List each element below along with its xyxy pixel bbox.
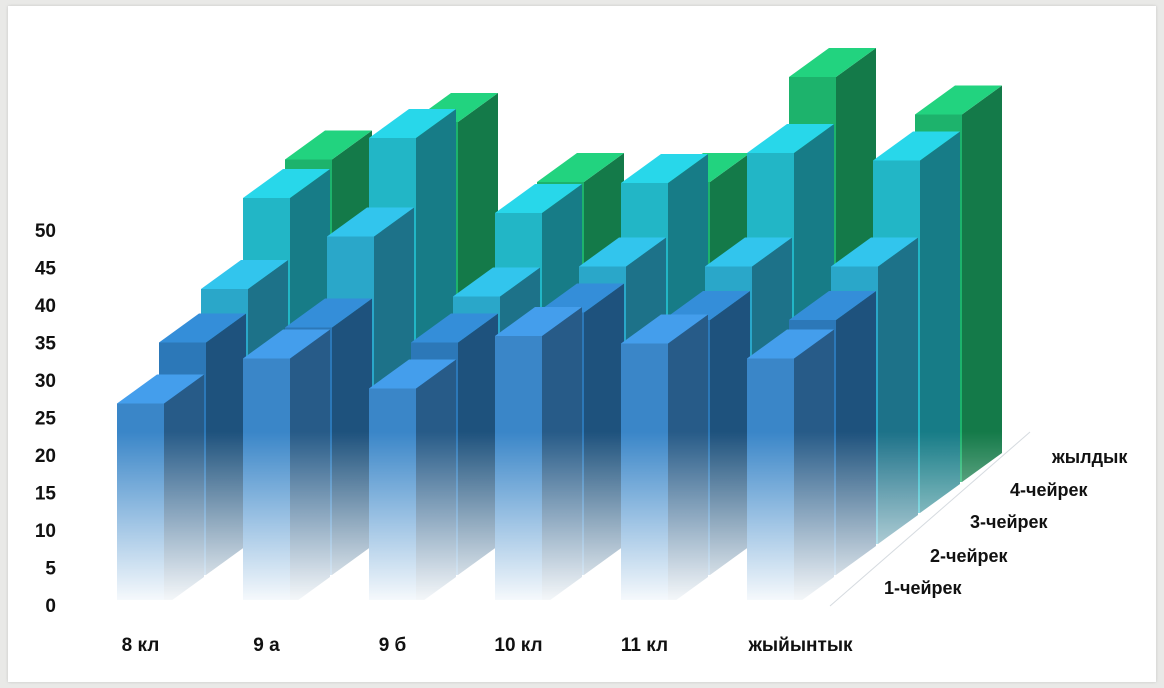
bar-top bbox=[579, 237, 666, 267]
bar bbox=[495, 307, 582, 606]
series-label: 1-чейрек bbox=[884, 578, 963, 598]
floor-edge bbox=[829, 431, 1031, 607]
bar-top bbox=[369, 109, 456, 138]
series-axis: 1-чейрек 2-чейрек 3-чейрек 4-чейрек жылдык bbox=[884, 447, 1128, 598]
bar-top bbox=[159, 313, 246, 343]
bar-side bbox=[206, 313, 246, 575]
bar-top bbox=[831, 237, 918, 267]
bar-top bbox=[873, 131, 960, 161]
bar-top bbox=[705, 237, 792, 267]
bar-side bbox=[164, 374, 204, 606]
bar-front bbox=[621, 343, 668, 606]
bar-front bbox=[243, 358, 290, 606]
x-category-label: 11 кл bbox=[621, 635, 668, 656]
bar-top bbox=[285, 130, 372, 160]
bar-top bbox=[117, 374, 204, 404]
bar-side bbox=[710, 291, 750, 575]
bar-top bbox=[285, 298, 372, 328]
y-tick-label: 45 bbox=[35, 259, 57, 280]
bar-top bbox=[663, 291, 750, 320]
bar-front bbox=[369, 388, 416, 606]
chart-walls bbox=[829, 431, 1031, 607]
bar-top bbox=[537, 283, 624, 313]
bar-side bbox=[290, 329, 330, 606]
bars-group bbox=[117, 48, 1002, 606]
bar-top bbox=[201, 260, 288, 289]
y-tick-label: 20 bbox=[35, 446, 56, 467]
bar-front bbox=[117, 403, 164, 606]
bar-side bbox=[332, 298, 372, 575]
bar-front bbox=[495, 336, 542, 606]
x-axis: 8 кл 9 а 9 б 10 кл 11 кл жыйынтык bbox=[122, 635, 853, 656]
x-category-label: 9 а bbox=[253, 635, 280, 656]
y-axis: 0 5 10 15 20 25 30 35 40 45 50 bbox=[35, 221, 57, 617]
y-tick-label: 35 bbox=[35, 334, 57, 355]
bar-side bbox=[584, 283, 624, 575]
series-label: жылдык bbox=[1051, 447, 1128, 467]
series-label: 2-чейрек bbox=[930, 546, 1009, 566]
x-category-label: 8 кл bbox=[122, 635, 160, 656]
bar-top bbox=[495, 184, 582, 213]
bar-side bbox=[668, 314, 708, 606]
bar-top bbox=[621, 154, 708, 183]
bar-side bbox=[458, 313, 498, 575]
bar-top bbox=[789, 48, 876, 77]
bar-side bbox=[878, 237, 918, 544]
bar-top bbox=[495, 307, 582, 336]
bar-side bbox=[962, 85, 1002, 482]
bar bbox=[117, 374, 204, 606]
bar bbox=[747, 329, 834, 606]
bar-front bbox=[747, 358, 794, 606]
bar bbox=[621, 314, 708, 606]
bar-top bbox=[789, 291, 876, 320]
y-tick-label: 25 bbox=[35, 409, 57, 430]
bar-top bbox=[747, 329, 834, 359]
x-category-label: 10 кл bbox=[494, 635, 542, 656]
x-category-label: жыйынтык bbox=[747, 635, 853, 656]
y-tick-label: 10 bbox=[35, 521, 56, 542]
bar-top bbox=[327, 207, 414, 237]
bar-top bbox=[243, 169, 330, 198]
bar-top bbox=[453, 267, 540, 297]
y-tick-label: 5 bbox=[45, 559, 56, 580]
bar-side bbox=[542, 307, 582, 606]
y-tick-label: 40 bbox=[35, 296, 56, 317]
bar-side bbox=[416, 359, 456, 606]
x-category-label: 9 б bbox=[379, 635, 407, 656]
series-label: 3-чейрек bbox=[970, 512, 1049, 532]
y-tick-label: 15 bbox=[35, 484, 57, 505]
bar-side bbox=[794, 329, 834, 606]
bar bbox=[369, 359, 456, 606]
bar bbox=[243, 329, 330, 606]
bar-top bbox=[915, 85, 1002, 115]
y-tick-label: 50 bbox=[35, 221, 56, 242]
y-tick-label: 30 bbox=[35, 371, 56, 392]
bar-side bbox=[836, 291, 876, 575]
bar-top bbox=[369, 359, 456, 389]
bar-top bbox=[243, 329, 330, 359]
series-label: 4-чейрек bbox=[1010, 480, 1089, 500]
bar-top bbox=[747, 124, 834, 153]
bar-side bbox=[920, 131, 960, 513]
y-tick-label: 0 bbox=[45, 596, 56, 617]
bar-top bbox=[537, 153, 624, 182]
bar-top bbox=[621, 314, 708, 344]
bar-top bbox=[411, 313, 498, 343]
